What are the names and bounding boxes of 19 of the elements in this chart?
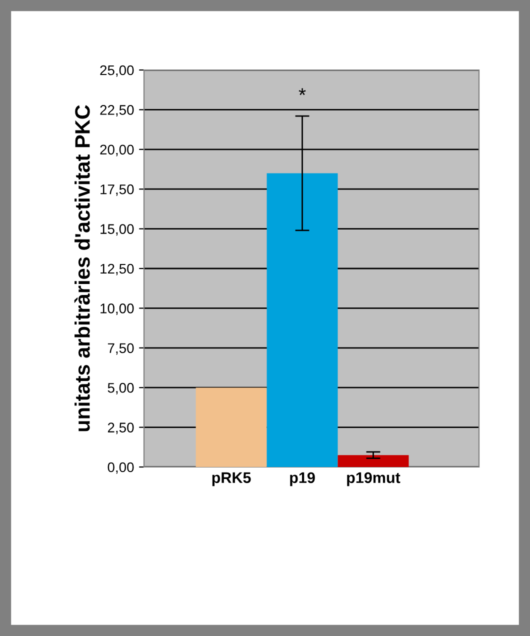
bar [338, 455, 409, 467]
y-tick-label: 25,00 [100, 65, 134, 77]
y-tick-label: 15,00 [100, 224, 134, 236]
y-tick-label: 10,00 [100, 304, 134, 316]
y-axis-title: unitats arbitràries d'activitat PKC [74, 105, 90, 432]
bar [196, 388, 267, 467]
y-tick-label: 20,00 [100, 144, 134, 156]
annotation: * [298, 88, 306, 96]
y-tick-label: 5,00 [108, 382, 134, 394]
y-tick-label: 22,50 [100, 105, 134, 117]
x-tick-label: p19 [290, 472, 315, 486]
bar [266, 173, 338, 467]
x-tick-label: pRK5 [212, 472, 251, 486]
x-tick-label: p19mut [347, 472, 400, 486]
y-tick-label: 7,50 [108, 343, 134, 355]
y-tick-label: 0,00 [108, 462, 134, 474]
y-tick-label: 2,50 [108, 422, 134, 434]
y-tick-label: 17,50 [100, 184, 134, 196]
y-tick-label: 12,50 [100, 264, 134, 276]
